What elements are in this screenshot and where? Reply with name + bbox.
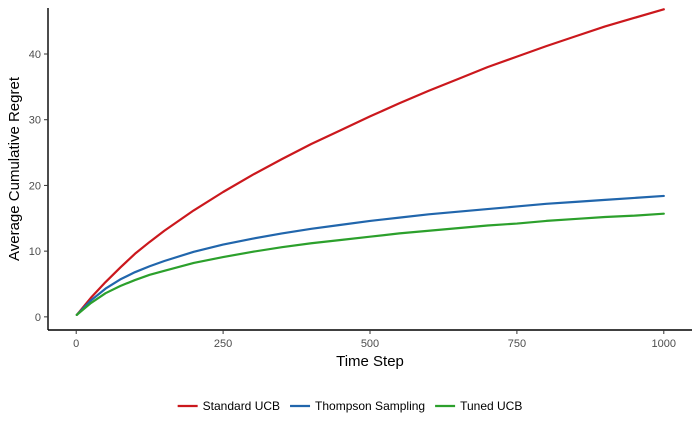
- series-line-tuned-ucb: [75, 212, 665, 316]
- y-tick-label: 0: [35, 312, 41, 324]
- y-tick-label: 30: [29, 115, 41, 127]
- legend-item: Thompson Sampling: [290, 399, 425, 413]
- x-axis-title: Time Step: [336, 353, 404, 370]
- series-line-thompson-sampling: [75, 194, 665, 316]
- x-tick-label: 250: [214, 338, 232, 350]
- plot-area: [75, 8, 665, 316]
- y-axis-title: Average Cumulative Regret: [6, 76, 23, 261]
- axes: [47, 8, 692, 331]
- series-line-standard-ucb: [75, 8, 665, 316]
- x-tick-label: 500: [361, 338, 379, 350]
- x-tick-label: 0: [73, 338, 79, 350]
- x-axis-ticks: 0 250 500 750 1000: [73, 330, 676, 350]
- legend-item: Tuned UCB: [435, 399, 522, 413]
- legend: Standard UCB Thompson Sampling Tuned UCB: [177, 399, 522, 413]
- y-tick-label: 20: [29, 180, 41, 192]
- y-tick-label: 10: [29, 246, 41, 258]
- x-tick-label: 750: [508, 338, 526, 350]
- x-tick-label: 1000: [652, 338, 676, 350]
- legend-label: Tuned UCB: [460, 399, 522, 413]
- legend-label: Thompson Sampling: [315, 399, 425, 413]
- legend-item: Standard UCB: [177, 399, 280, 413]
- y-tick-label: 40: [29, 49, 41, 61]
- legend-label: Standard UCB: [203, 399, 280, 413]
- y-axis-ticks: 0 10 20 30 40: [29, 49, 48, 324]
